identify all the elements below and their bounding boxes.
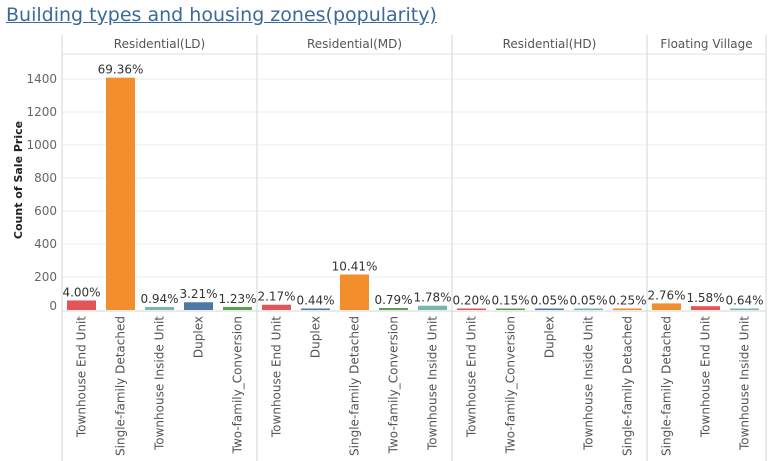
x-tick-label: Single-family Detached: [660, 316, 674, 456]
y-tick-label: 1000: [26, 138, 57, 152]
y-tick-label: 800: [34, 171, 57, 185]
chart-title: Building types and housing zones(popular…: [6, 4, 437, 26]
data-label: 0.64%: [725, 294, 763, 308]
y-tick-label: 200: [34, 270, 57, 284]
data-label: 1.78%: [413, 291, 451, 305]
x-tick-label: Two-family_Conversion: [387, 316, 401, 454]
x-tick-label: Two-family_Conversion: [231, 316, 245, 454]
data-label: 2.17%: [257, 290, 295, 304]
bar: [496, 308, 525, 310]
data-label: 0.05%: [530, 294, 568, 308]
bar: [535, 308, 564, 310]
panel-header: Floating Village: [660, 37, 752, 51]
data-label: 4.00%: [62, 285, 100, 299]
data-label: 0.94%: [140, 292, 178, 306]
bar: [730, 308, 759, 310]
panel-header: Residential(LD): [114, 37, 205, 51]
data-label: 0.79%: [374, 293, 412, 307]
data-label: 69.36%: [98, 63, 144, 77]
x-tick-label: Townhouse Inside Unit: [426, 316, 440, 451]
bar: [574, 308, 603, 310]
data-label: 0.20%: [452, 294, 490, 308]
panel-header: Residential(MD): [307, 37, 402, 51]
x-tick-label: Townhouse End Unit: [465, 316, 479, 438]
y-tick-label: 400: [34, 237, 57, 251]
data-label: 0.05%: [569, 294, 607, 308]
x-tick-label: Single-family Detached: [621, 316, 635, 456]
bar: [691, 306, 720, 310]
bar: [379, 308, 408, 310]
bar: [262, 304, 291, 310]
data-label: 0.15%: [491, 294, 529, 308]
data-label: 1.23%: [218, 292, 256, 306]
y-tick-label: 1200: [26, 105, 57, 119]
bar: [301, 308, 330, 310]
x-tick-label: Townhouse End Unit: [75, 316, 89, 438]
y-axis-label: Count of Sale Price: [12, 121, 25, 239]
x-tick-label: Duplex: [543, 316, 557, 358]
x-tick-label: Townhouse End Unit: [699, 316, 713, 438]
bar: [613, 308, 642, 310]
x-tick-label: Townhouse Inside Unit: [738, 316, 752, 451]
x-tick-label: Townhouse Inside Unit: [582, 316, 596, 451]
y-tick-label: 0: [49, 299, 57, 313]
bar: [223, 307, 252, 310]
panel-header: Residential(HD): [503, 37, 597, 51]
bar: [652, 303, 681, 310]
x-tick-label: Townhouse End Unit: [270, 316, 284, 438]
y-tick-label: 600: [34, 204, 57, 218]
bar: [340, 274, 369, 310]
bar: [184, 302, 213, 310]
x-tick-label: Single-family Detached: [114, 316, 128, 456]
y-tick-label: 1400: [26, 72, 57, 86]
bar: [106, 77, 135, 311]
data-label: 1.58%: [686, 291, 724, 305]
x-tick-label: Two-family_Conversion: [504, 316, 518, 454]
data-label: 0.25%: [608, 294, 646, 308]
bar: [145, 307, 174, 310]
bar: [67, 300, 96, 310]
data-label: 0.44%: [296, 294, 334, 308]
data-label: 3.21%: [179, 287, 217, 301]
data-label: 10.41%: [332, 260, 378, 274]
x-tick-label: Single-family Detached: [348, 316, 362, 456]
x-tick-label: Duplex: [192, 316, 206, 358]
bar: [418, 305, 447, 310]
bar: [457, 308, 486, 310]
x-tick-label: Townhouse Inside Unit: [153, 316, 167, 451]
x-tick-label: Duplex: [309, 316, 323, 358]
data-label: 2.76%: [647, 288, 685, 302]
